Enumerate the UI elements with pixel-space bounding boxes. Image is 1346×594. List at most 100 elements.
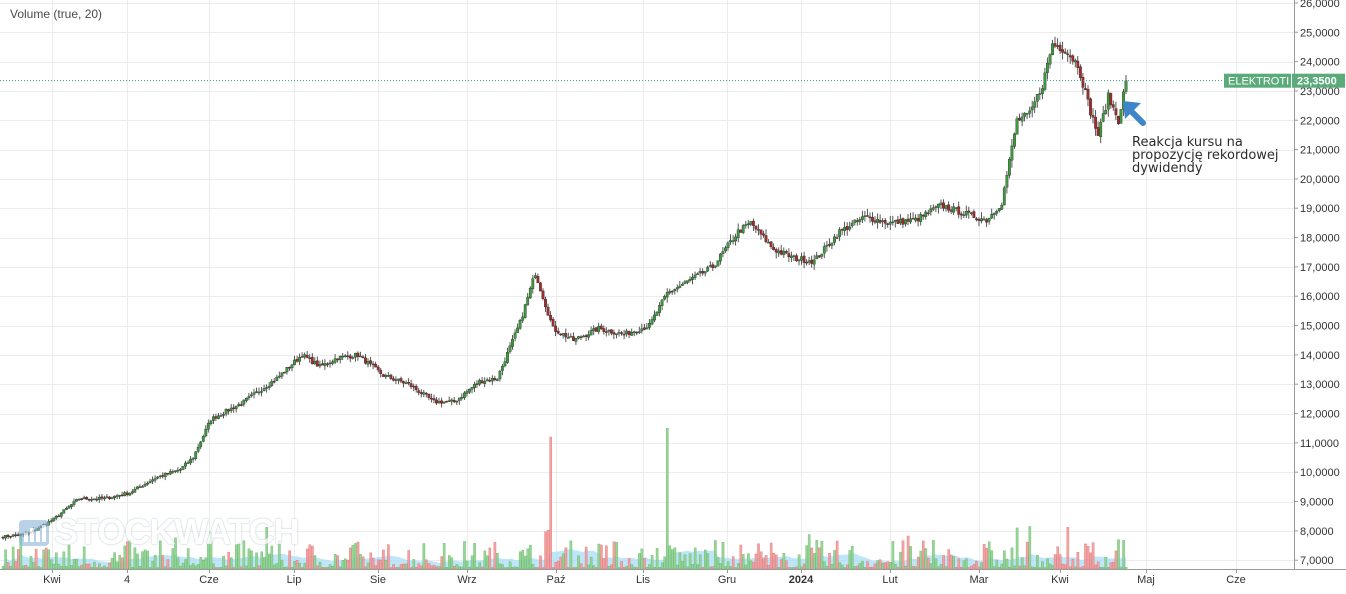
candle-body[interactable] [392,378,395,381]
candle-body[interactable] [199,441,203,448]
candle-body[interactable] [475,383,479,385]
candle-body[interactable] [138,486,142,488]
candle-body[interactable] [863,215,867,217]
candle-body[interactable] [493,378,497,380]
candle-body[interactable] [247,396,251,399]
candle-body[interactable] [518,320,522,329]
candle-body[interactable] [422,392,426,395]
candle-body[interactable] [554,325,558,332]
candle-body[interactable] [577,336,580,339]
candle-body[interactable] [445,401,448,403]
candle-body[interactable] [843,226,847,231]
candle-body[interactable] [272,381,276,383]
candle-body[interactable] [1114,108,1118,116]
candle-body[interactable] [209,420,213,424]
candle-body[interactable] [962,214,966,217]
candle-body[interactable] [625,330,629,334]
candle-body[interactable] [858,219,862,222]
candle-body[interactable] [716,260,720,267]
candle-body[interactable] [338,355,342,361]
candle-body[interactable] [698,271,702,274]
candle-body[interactable] [663,296,667,300]
candle-body[interactable] [701,271,705,274]
candle-body[interactable] [541,290,545,299]
candle-body[interactable] [630,332,634,336]
candle-body[interactable] [868,216,872,219]
candle-body[interactable] [668,291,672,294]
candle-body[interactable] [724,247,727,252]
candle-body[interactable] [409,383,413,387]
candle-body[interactable] [767,242,771,244]
candle-body[interactable] [729,240,732,243]
candle-body[interactable] [521,316,525,321]
candle-body[interactable] [275,377,279,381]
candle-body[interactable] [54,516,58,519]
candle-body[interactable] [1073,60,1077,63]
candle-body[interactable] [265,387,268,389]
candle-body[interactable] [726,242,730,248]
candle-body[interactable] [283,372,286,374]
candle-body[interactable] [1020,116,1024,122]
candle-body[interactable] [713,265,717,268]
candle-body[interactable] [97,497,101,500]
candle-body[interactable] [219,415,223,417]
candle-body[interactable] [681,283,684,286]
candle-body[interactable] [861,216,864,220]
candle-body[interactable] [579,336,583,338]
candle-body[interactable] [135,486,139,490]
candle-body[interactable] [987,217,991,222]
candle-body[interactable] [318,364,322,367]
candle-body[interactable] [531,278,535,289]
candle-body[interactable] [1101,113,1105,122]
candle-body[interactable] [774,249,778,253]
candle-body[interactable] [944,205,948,209]
candle-body[interactable] [300,356,304,358]
candle-body[interactable] [128,493,132,496]
candle-body[interactable] [622,333,626,336]
candle-body[interactable] [708,265,712,267]
candle-body[interactable] [62,509,66,514]
candle-body[interactable] [72,501,76,505]
candle-body[interactable] [931,207,935,210]
candle-body[interactable] [478,379,481,385]
candle-body[interactable] [947,204,951,211]
candle-body[interactable] [224,409,228,415]
candle-body[interactable] [564,333,568,338]
candle-body[interactable] [257,391,261,394]
candle-body[interactable] [118,495,122,497]
candle-body[interactable] [1061,49,1065,53]
candle-body[interactable] [1068,55,1072,58]
candle-body[interactable] [678,285,682,288]
candle-body[interactable] [980,218,983,222]
candle-body[interactable] [394,379,398,381]
candle-body[interactable] [1043,72,1047,90]
candle-body[interactable] [288,367,291,369]
candle-body[interactable] [544,299,547,308]
candle-body[interactable] [191,458,195,460]
candle-body[interactable] [90,499,94,501]
candle-body[interactable] [828,243,831,246]
candle-body[interactable] [130,491,134,494]
candle-body[interactable] [49,520,53,523]
candle-body[interactable] [795,255,798,262]
candle-body[interactable] [361,356,365,358]
candle-body[interactable] [9,536,12,538]
candle-body[interactable] [52,517,56,522]
candle-body[interactable] [440,400,443,404]
candle-body[interactable] [691,277,694,280]
candle-body[interactable] [158,475,162,478]
candle-body[interactable] [280,372,284,377]
candle-body[interactable] [1106,92,1110,110]
candle-body[interactable] [92,498,96,500]
candle-body[interactable] [1040,88,1044,94]
candle-body[interactable] [1048,54,1052,65]
candle-body[interactable] [883,219,887,224]
candle-body[interactable] [792,255,796,258]
candle-body[interactable] [942,202,945,209]
candle-body[interactable] [975,218,978,220]
candle-body[interactable] [825,244,829,247]
candle-body[interactable] [1033,101,1037,108]
candle-body[interactable] [1013,133,1016,147]
candle-body[interactable] [957,206,961,215]
